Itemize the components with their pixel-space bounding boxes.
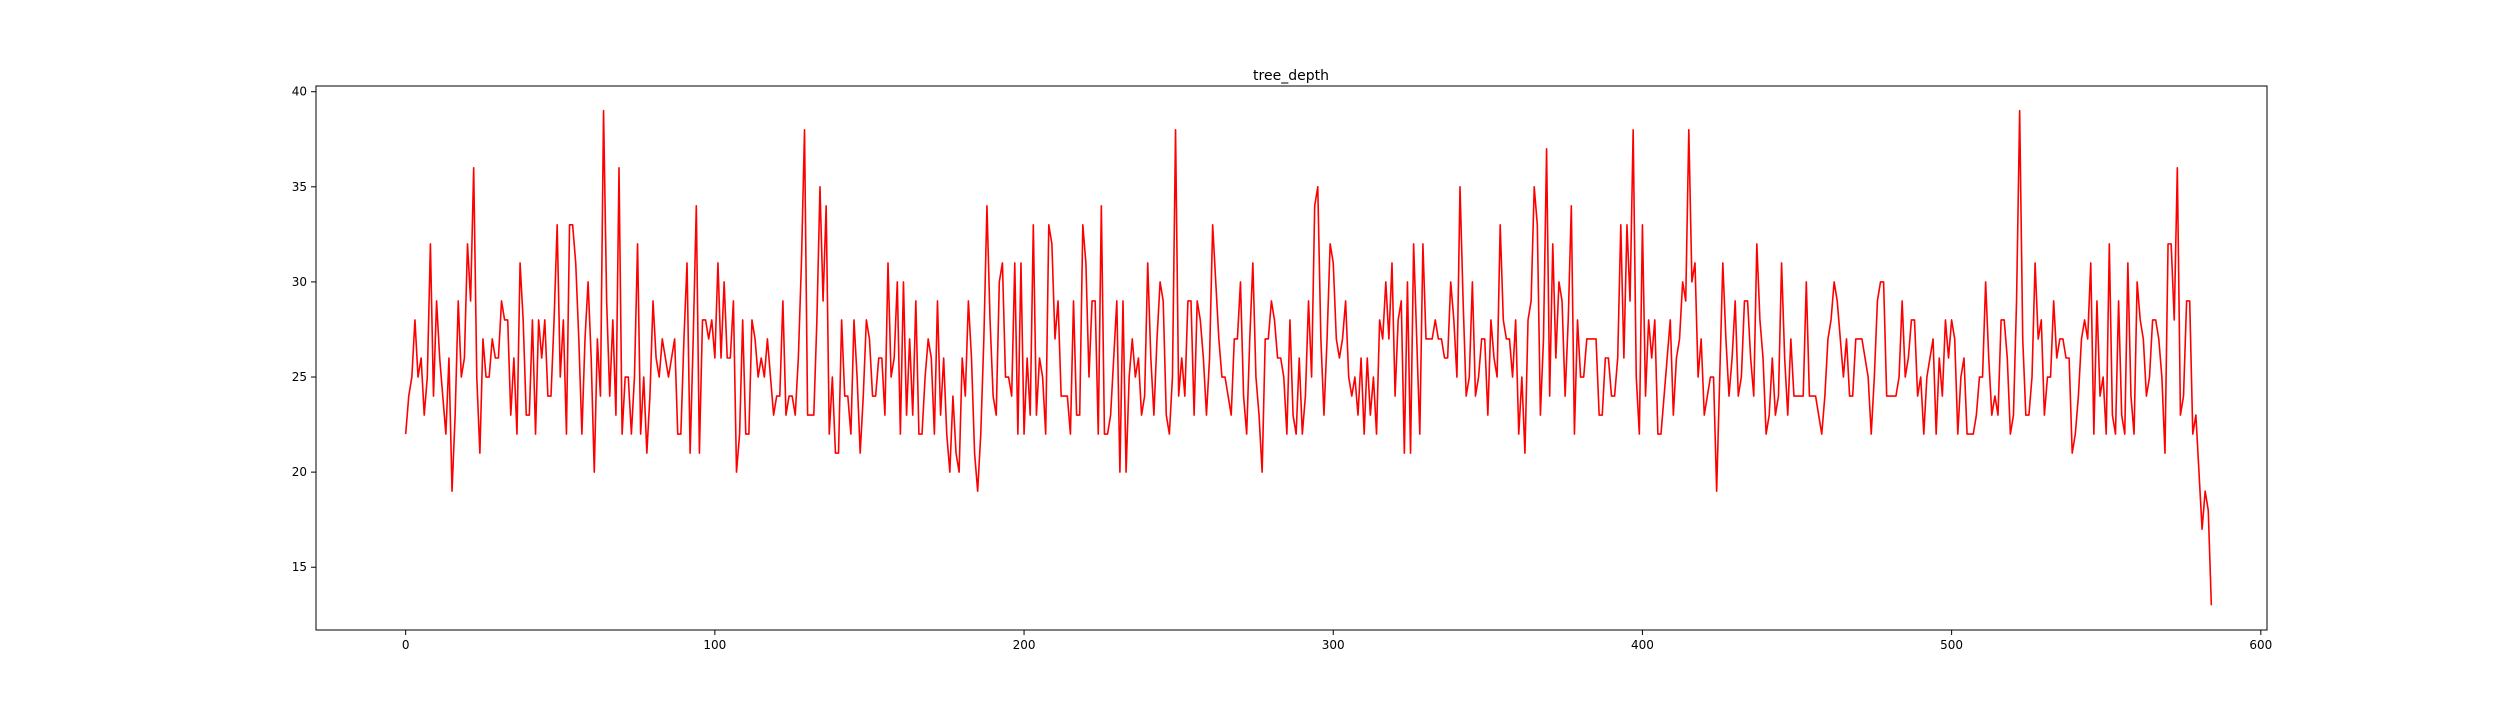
y-tick-label: 30	[292, 275, 307, 289]
x-tick-label: 600	[2249, 638, 2272, 652]
chart-title: tree_depth	[1253, 68, 1329, 84]
y-tick-label: 15	[292, 560, 307, 574]
y-tick-label: 40	[292, 85, 307, 99]
x-tick-label: 300	[1322, 638, 1345, 652]
x-tick-label: 0	[402, 638, 410, 652]
x-tick-label: 200	[1013, 638, 1036, 652]
y-tick-label: 25	[292, 370, 307, 384]
plot-frame	[315, 85, 2268, 631]
x-tick-label: 100	[703, 638, 726, 652]
x-tick-label: 500	[1940, 638, 1963, 652]
y-tick-label: 35	[292, 180, 307, 194]
series-line-0	[404, 109, 2213, 606]
y-tick-label: 20	[292, 465, 307, 479]
x-tick-label: 400	[1631, 638, 1654, 652]
series-layer	[404, 109, 2213, 606]
axes: 0 100 200 300 400 500 600 15 20 25 30 35 40	[292, 85, 2273, 652]
